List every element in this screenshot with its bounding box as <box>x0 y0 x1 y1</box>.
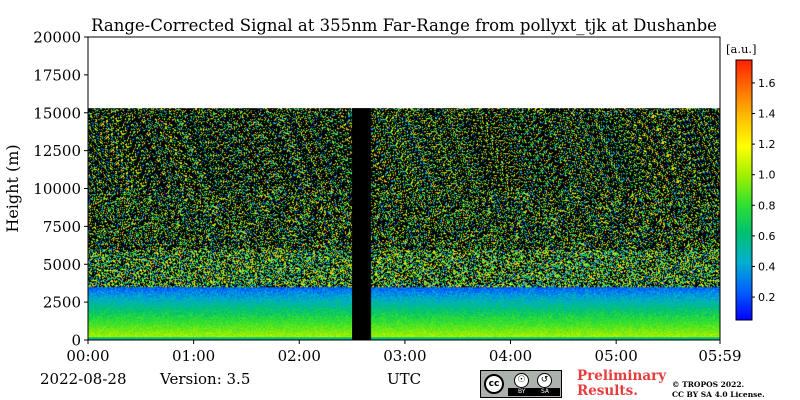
license-sa: SA <box>541 388 550 395</box>
cc-license-badge[interactable]: cc ☉ ↺ BY SA <box>480 370 562 398</box>
colorbar-bar <box>735 59 753 321</box>
colorbar-tick-label: 1.4 <box>758 108 776 121</box>
x-tick-label: 03:00 <box>383 347 426 365</box>
y-tick-label: 12500 <box>33 142 81 160</box>
heatmap-image <box>88 108 720 341</box>
y-axis-label: Height (m) <box>3 144 22 232</box>
license-by: BY <box>518 388 526 395</box>
colorbar-tick-label: 1.0 <box>758 169 776 182</box>
missing-data-band <box>352 108 371 340</box>
chart-title: Range-Corrected Signal at 355nm Far-Rang… <box>91 16 717 35</box>
footer-version: Version: 3.5 <box>160 370 251 388</box>
preliminary-line1: Preliminary <box>577 368 667 384</box>
x-tick-label: 01:00 <box>172 347 215 365</box>
cc-icon: cc <box>484 374 504 394</box>
person-icon: ☉ <box>514 373 529 388</box>
colorbar-tick-label: 1.2 <box>758 138 776 151</box>
copyright-note: © TROPOS 2022. CC BY SA 4.0 License. <box>672 380 765 400</box>
x-axis-label: UTC <box>387 370 422 388</box>
colorbar-tick-label: 0.2 <box>758 291 776 304</box>
colorbar-tick-label: 0.6 <box>758 230 776 243</box>
colorbar: 0.2 0.4 0.6 0.8 1.0 1.2 1.4 1.6 <box>735 59 776 321</box>
colorbar-tick-label: 0.4 <box>758 260 776 273</box>
y-tick-label: 10000 <box>33 180 81 198</box>
x-tick-label: 00:00 <box>66 347 109 365</box>
y-tick-label: 2500 <box>43 294 81 312</box>
copyright-line2: CC BY SA 4.0 License. <box>672 390 765 399</box>
x-tick-label: 02:00 <box>278 347 321 365</box>
share-alike-icon: ↺ <box>537 373 552 388</box>
y-tick-label: 7500 <box>43 218 81 236</box>
x-tick-label: 05:59 <box>698 347 741 365</box>
x-tick-label: 04:00 <box>489 347 532 365</box>
copyright-line1: © TROPOS 2022. <box>672 380 745 389</box>
license-strip: BY SA <box>508 388 560 396</box>
colorbar-unit: [a.u.] <box>726 42 757 56</box>
x-tick-label: 05:00 <box>595 347 638 365</box>
preliminary-note: Preliminary Results. <box>577 369 666 399</box>
y-tick-label: 17500 <box>33 66 81 84</box>
colorbar-tick-label: 0.8 <box>758 199 776 212</box>
y-tick-label: 0 <box>71 332 81 350</box>
y-tick-label: 5000 <box>43 256 81 274</box>
y-tick-label: 15000 <box>33 104 81 122</box>
axes-layer: 0 2500 5000 7500 10000 12500 15000 17500 20000 00… <box>3 29 742 366</box>
heatmap-layer <box>88 108 720 341</box>
preliminary-line2: Results. <box>577 383 638 399</box>
footer-date: 2022-08-28 <box>40 370 127 388</box>
colorbar-tick-label: 1.6 <box>758 77 776 90</box>
y-tick-label: 20000 <box>33 29 81 47</box>
